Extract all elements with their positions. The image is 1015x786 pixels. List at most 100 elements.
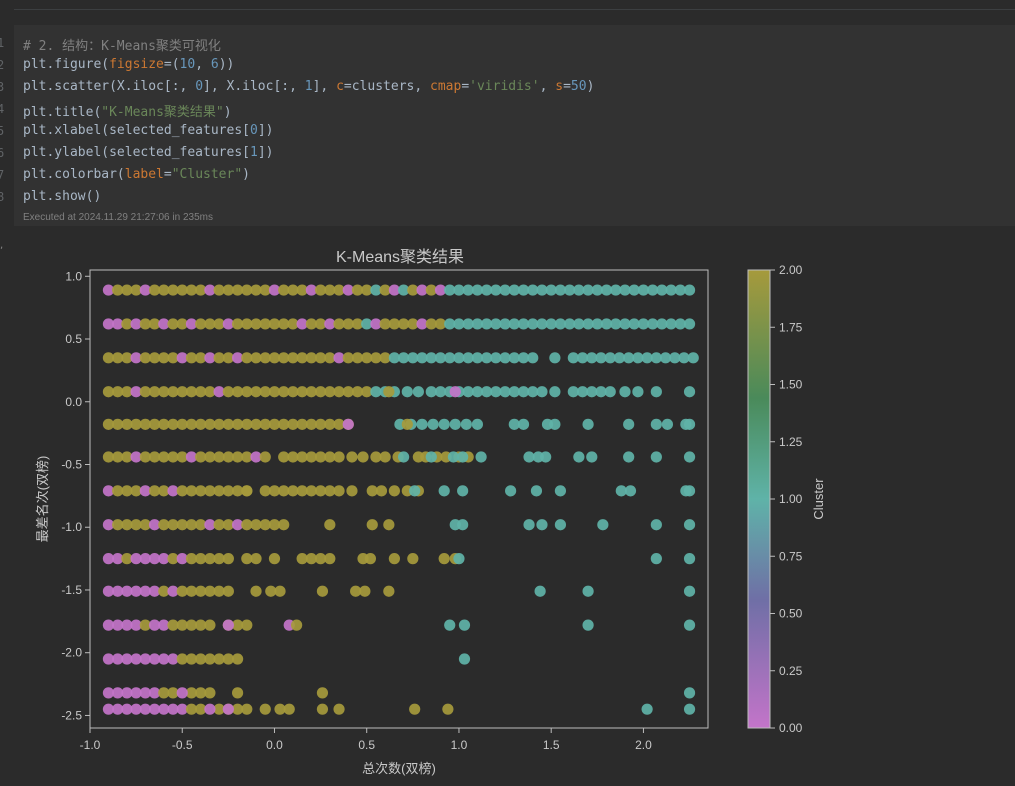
- code-token: cmap: [430, 79, 462, 94]
- code-token: "Cluster": [171, 167, 243, 182]
- scatter-point: [130, 418, 142, 430]
- y-tick-label: -1.0: [61, 520, 82, 534]
- scatter-point: [265, 585, 277, 597]
- code-line[interactable]: plt.colorbar(label="Cluster"): [23, 167, 250, 182]
- scatter-point: [158, 284, 170, 296]
- scatter-point: [359, 585, 371, 597]
- scatter-point: [250, 519, 262, 531]
- scatter-point: [241, 284, 253, 296]
- code-line[interactable]: plt.scatter(X.iloc[:, 0], X.iloc[:, 1], …: [23, 79, 594, 94]
- scatter-point: [545, 284, 557, 296]
- code-token: ],: [312, 79, 337, 94]
- scatter-point: [130, 585, 142, 597]
- scatter-point: [102, 352, 115, 364]
- scatter-point: [231, 352, 244, 364]
- scatter-point: [259, 318, 271, 330]
- scatter-point: [314, 451, 327, 463]
- scatter-point: [398, 284, 410, 296]
- scatter-point: [185, 703, 198, 715]
- scatter-point: [195, 418, 207, 430]
- scatter-point: [250, 418, 262, 430]
- code-line[interactable]: # 2. 结构：K-Means聚类可视化: [23, 35, 221, 54]
- scatter-point: [597, 519, 609, 531]
- scatter-point: [409, 485, 421, 497]
- code-line[interactable]: plt.show(): [23, 189, 101, 204]
- scatter-point: [444, 619, 456, 631]
- y-axis-label: 最差名次(双榜): [35, 456, 50, 543]
- scatter-point: [499, 352, 511, 364]
- scatter-point: [176, 451, 188, 463]
- scatter-point: [130, 653, 142, 665]
- scatter-point: [250, 451, 262, 463]
- scatter-point: [296, 352, 308, 364]
- scatter-point: [457, 451, 469, 463]
- scatter-point: [139, 687, 151, 699]
- code-token: =clusters,: [343, 79, 430, 94]
- scatter-point: [213, 585, 225, 597]
- scatter-point: [333, 318, 345, 330]
- scatter-point: [176, 687, 188, 699]
- scatter-point: [139, 318, 151, 330]
- scatter-point: [112, 284, 124, 296]
- scatter-point: [102, 553, 115, 565]
- scatter-point: [139, 519, 151, 531]
- scatter-point: [167, 653, 179, 665]
- scatter-point: [167, 386, 179, 398]
- scatter-point: [287, 485, 299, 497]
- scatter-point: [333, 352, 345, 364]
- scatter-point: [613, 352, 626, 364]
- scatter-point: [130, 318, 142, 330]
- code-line[interactable]: plt.xlabel(selected_features[0]): [23, 123, 273, 138]
- scatter-point: [508, 386, 520, 398]
- scatter-point: [527, 386, 539, 398]
- scatter-point: [674, 284, 686, 296]
- colorbar: [747, 269, 771, 729]
- scatter-point: [112, 585, 124, 597]
- code-line[interactable]: plt.title("K-Means聚类结果"): [23, 101, 232, 120]
- scatter-point: [185, 519, 198, 531]
- scatter-point: [305, 352, 317, 364]
- scatter-point: [665, 284, 677, 296]
- scatter-point: [619, 386, 631, 398]
- scatter-point: [176, 418, 188, 430]
- scatter-point: [623, 418, 635, 430]
- scatter-point: [158, 653, 170, 665]
- scatter-point: [176, 386, 188, 398]
- scatter-point: [490, 284, 502, 296]
- scatter-point: [683, 451, 696, 463]
- code-cell[interactable]: [14, 25, 1015, 226]
- scatter-point: [407, 352, 419, 364]
- scatter-point: [305, 418, 317, 430]
- scatter-point: [195, 318, 207, 330]
- code-line[interactable]: plt.figure(figsize=(10, 6)): [23, 57, 234, 72]
- code-token: )): [218, 57, 235, 72]
- scatter-point: [508, 352, 520, 364]
- scatter-point: [425, 284, 437, 296]
- scatter-point: [656, 284, 668, 296]
- scatter-point: [167, 585, 179, 597]
- scatter-point: [366, 485, 378, 497]
- scatter-point: [250, 318, 262, 330]
- scatter-point: [231, 687, 244, 699]
- scatter-point: [554, 485, 567, 497]
- scatter-point: [401, 418, 413, 430]
- scatter-point: [204, 519, 216, 531]
- code-token: ): [242, 167, 250, 182]
- scatter-point: [324, 386, 336, 398]
- scatter-point: [416, 418, 428, 430]
- colorbar-tick-label: 1.00: [779, 492, 803, 506]
- scatter-point: [102, 318, 115, 330]
- scatter-point: [112, 485, 124, 497]
- scatter-point: [158, 485, 170, 497]
- code-line[interactable]: plt.ylabel(selected_features[1]): [23, 145, 273, 160]
- code-token: plt.figure(: [23, 57, 110, 72]
- scatter-point: [604, 352, 616, 364]
- scatter-point: [314, 553, 327, 565]
- scatter-point: [102, 386, 115, 398]
- scatter-point: [102, 653, 115, 665]
- scatter-point: [600, 284, 613, 296]
- scatter-point: [508, 418, 520, 430]
- scatter-point: [388, 485, 400, 497]
- scatter-point: [102, 619, 115, 631]
- scatter-point: [314, 352, 327, 364]
